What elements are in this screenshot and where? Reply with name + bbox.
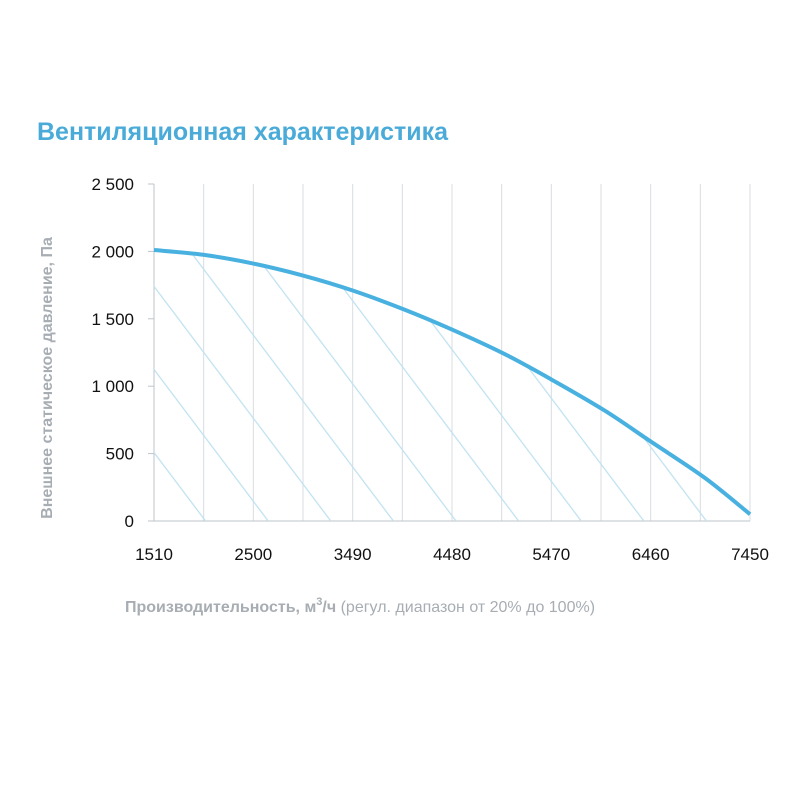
y-tick-label: 0	[125, 512, 134, 531]
series-line	[153, 248, 752, 516]
hatched-area	[154, 250, 750, 521]
x-axis-label-unit: /ч	[322, 599, 336, 616]
x-tick-label: 7450	[731, 545, 769, 564]
y-tick-label: 500	[106, 445, 134, 464]
x-axis-label-range: (регул. диапазон от 20% до 100%)	[336, 599, 595, 616]
x-tick-label: 5470	[532, 545, 570, 564]
x-tick-label: 1510	[135, 545, 173, 564]
chart-title: Вентиляционная характеристика	[37, 118, 448, 146]
x-tick-label: 6460	[632, 545, 670, 564]
y-tick-label: 1 500	[91, 310, 134, 329]
y-tick-label: 2 500	[91, 175, 134, 194]
x-axis-label: Производительность, м3/ч (регул. диапазо…	[125, 596, 595, 616]
x-tick-label: 3490	[334, 545, 372, 564]
y-tick-label: 2 000	[91, 242, 134, 261]
x-tick-labels: 1510 2500 3490 4480 5470 6460 7450	[135, 545, 769, 564]
y-axis-label: Внешнее статическое давление, Па	[39, 237, 56, 519]
x-axis-label-superscript: 3	[316, 596, 322, 608]
y-tick-labels: 0 500 1 000 1 500 2 000 2 500	[91, 175, 134, 531]
x-tick-label: 4480	[433, 545, 471, 564]
y-tick-label: 1 000	[91, 377, 134, 396]
x-axis-label-main: Производительность, м	[125, 599, 316, 616]
x-tick-label: 2500	[234, 545, 272, 564]
